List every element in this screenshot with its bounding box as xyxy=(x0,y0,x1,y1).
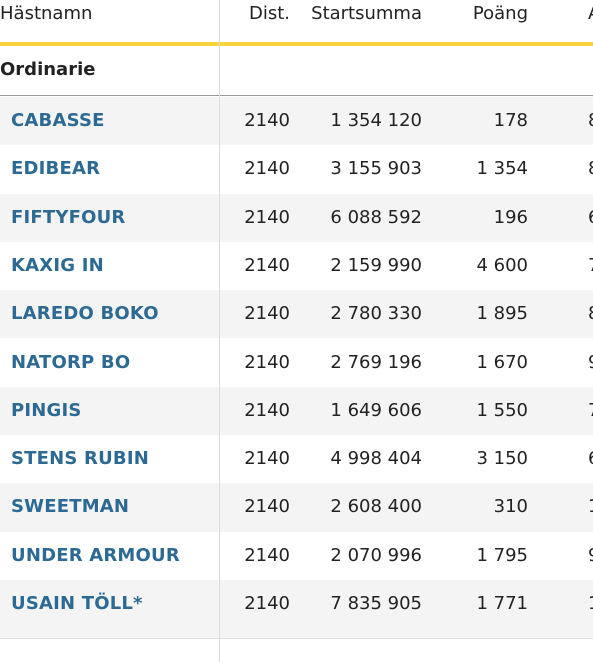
cell-value: 2140 xyxy=(244,593,290,614)
cell-value: 2140 xyxy=(244,303,290,325)
row-background xyxy=(0,290,593,339)
column-header: A xyxy=(588,2,593,26)
cell-value: 9 xyxy=(588,351,593,375)
row-background xyxy=(0,338,593,387)
horse-name-link[interactable]: EDIBEAR xyxy=(11,158,101,180)
cell-value: 2140 xyxy=(244,351,290,373)
row-background xyxy=(0,145,593,194)
cell-value: 1 354 120 xyxy=(330,110,422,131)
horse-name-link[interactable]: LAREDO BOKO xyxy=(11,303,159,325)
column-header: Hästnamn xyxy=(0,3,93,24)
column-header: Dist. xyxy=(248,3,290,24)
cell-value: 2140 xyxy=(244,448,290,470)
cell-value: 2 780 330 xyxy=(330,303,422,325)
cell-value: 1 xyxy=(588,495,593,519)
cell-value: 2140 xyxy=(244,496,290,518)
cell-value: 2 769 196 xyxy=(330,351,422,373)
horse-name-link[interactable]: NATORP BO xyxy=(11,351,131,373)
cell-value: 2140 xyxy=(244,399,290,421)
cell-value: 7 835 905 xyxy=(330,593,422,614)
cell-value: 8 xyxy=(588,157,593,181)
column-header: Startsumma xyxy=(311,3,422,24)
column-divider xyxy=(219,0,220,662)
horse-name-link[interactable]: KAXIG IN xyxy=(11,254,104,276)
row-background xyxy=(0,435,593,484)
cell-value: 2 070 996 xyxy=(330,544,422,566)
cell-value: 7 xyxy=(588,254,593,278)
cell-value: 2 608 400 xyxy=(330,496,422,518)
cell-value: 1 795 xyxy=(476,544,528,566)
cell-value: 1 xyxy=(588,592,593,616)
cell-value: 178 xyxy=(493,110,528,131)
cell-value: 3 155 903 xyxy=(330,158,422,180)
cell-value: 2 159 990 xyxy=(330,254,422,276)
cell-value: 1 771 xyxy=(476,593,528,614)
cell-value: 2140 xyxy=(244,254,290,276)
cell-value: 4 998 404 xyxy=(330,448,422,470)
header-underline xyxy=(0,42,593,46)
horse-name-link[interactable]: FIFTYFOUR xyxy=(11,206,126,228)
cell-value: 1 550 xyxy=(476,399,528,421)
cell-value: 1 354 xyxy=(476,158,528,180)
cell-value: 6 088 592 xyxy=(330,206,422,228)
horse-name-link[interactable]: USAIN TÖLL* xyxy=(11,593,143,614)
horse-name-link[interactable]: STENS RUBIN xyxy=(11,448,149,470)
cell-value: 196 xyxy=(493,206,528,228)
horse-name-link[interactable]: SWEETMAN xyxy=(11,496,130,518)
cell-value: 1 670 xyxy=(476,351,528,373)
cell-value: 310 xyxy=(493,496,528,518)
cell-value: 8 xyxy=(588,109,593,133)
cell-value: 6 xyxy=(588,206,593,230)
cell-value: 9 xyxy=(588,544,593,568)
row-background xyxy=(0,580,593,638)
row-background xyxy=(0,483,593,532)
section-border xyxy=(0,95,593,96)
cell-value: 4 600 xyxy=(476,254,528,276)
section-label: Ordinarie xyxy=(0,59,96,80)
cell-value: 3 150 xyxy=(476,448,528,470)
horse-name-link[interactable]: PINGIS xyxy=(11,399,82,421)
cell-value: 1 895 xyxy=(476,303,528,325)
cell-value: 2140 xyxy=(244,110,290,131)
cell-value: 2140 xyxy=(244,206,290,228)
row-background xyxy=(0,386,593,436)
horse-name-link[interactable]: UNDER ARMOUR xyxy=(11,544,180,566)
row-border xyxy=(0,638,593,639)
cell-value: 8 xyxy=(588,302,593,326)
row-background xyxy=(0,193,593,242)
row-background xyxy=(0,97,593,146)
cell-value: 1 649 606 xyxy=(330,399,422,421)
cell-value: 7 xyxy=(588,399,593,423)
row-background xyxy=(0,241,593,291)
cell-value: 6 xyxy=(588,447,593,471)
cell-value: 2140 xyxy=(244,158,290,180)
cell-value: 2140 xyxy=(244,544,290,566)
column-header: Poäng xyxy=(472,3,528,24)
row-background xyxy=(0,531,593,580)
horse-name-link[interactable]: CABASSE xyxy=(11,110,105,131)
